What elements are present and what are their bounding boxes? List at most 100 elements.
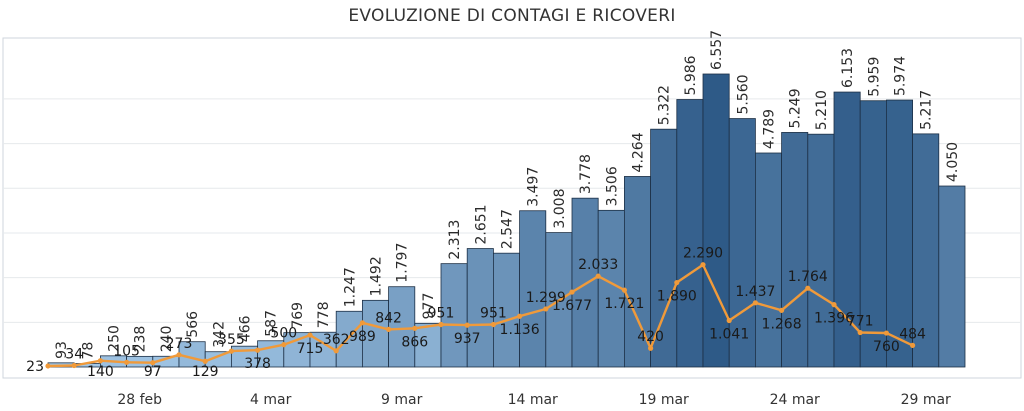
line-label: 760 <box>873 339 900 355</box>
line-label: 951 <box>480 306 507 322</box>
line-point <box>412 325 418 331</box>
line-label: 105 <box>113 343 140 359</box>
line-label: 355 <box>218 332 245 348</box>
line-point <box>595 273 601 279</box>
line-label: 140 <box>87 364 114 380</box>
bar <box>676 99 704 368</box>
bar <box>283 332 311 368</box>
bar <box>361 299 389 368</box>
line-label: 715 <box>297 341 324 357</box>
bar <box>466 248 494 368</box>
line-point <box>386 326 392 332</box>
line-label: 866 <box>401 334 428 350</box>
line-point <box>281 342 287 348</box>
line-point <box>779 307 785 313</box>
line-label: 23 <box>26 359 44 375</box>
bar-label: 2.313 <box>447 220 463 260</box>
x-tick-label: 14 mar <box>508 392 558 408</box>
line-point <box>883 330 890 336</box>
x-tick-label: 4 mar <box>250 392 292 408</box>
bar <box>519 210 547 368</box>
x-tick-label: 19 mar <box>639 392 689 408</box>
x-tick-label: 24 mar <box>770 392 820 408</box>
x-tick-label: 29 mar <box>901 392 951 408</box>
line-point <box>621 287 628 293</box>
line-point <box>202 358 208 364</box>
line-label: 1.677 <box>552 298 592 314</box>
bar-label: 5.217 <box>919 90 935 130</box>
line-point <box>97 358 103 364</box>
bar-label: 5.974 <box>893 56 909 96</box>
line-label: 1.268 <box>762 316 802 332</box>
bar-label: 240 <box>159 326 175 353</box>
line-point <box>359 320 365 326</box>
line-point <box>464 322 470 328</box>
x-tick-label: 28 feb <box>117 392 162 408</box>
bar-label: 5.249 <box>788 88 804 128</box>
x-axis: 28 feb 4 mar 9 mar 14 mar 19 mar 24 mar 29 mar <box>117 392 951 408</box>
bar-label: 6.557 <box>709 30 725 70</box>
bar-label: 78 <box>80 342 96 360</box>
bar-label: 778 <box>316 302 332 329</box>
bar <box>178 341 206 368</box>
bar-label: 3.506 <box>604 166 620 206</box>
line-point <box>805 285 811 291</box>
bar-label: 6.153 <box>840 48 856 88</box>
line-label: 842 <box>375 310 402 326</box>
line-label: 937 <box>454 331 481 347</box>
bar-label: 3.497 <box>526 167 542 207</box>
line-label: 989 <box>349 329 376 345</box>
line-label: 1.299 <box>526 290 566 306</box>
bar <box>571 197 599 368</box>
bar-label: 566 <box>185 311 201 338</box>
line-label: 362 <box>323 332 350 348</box>
bar-label: 250 <box>107 325 123 352</box>
line-label: 1.136 <box>500 322 540 338</box>
line-label: 1.890 <box>657 289 697 305</box>
bar-label: 977 <box>421 293 437 320</box>
bar <box>755 152 783 368</box>
bar-label: 1.492 <box>369 256 385 296</box>
line-label: 484 <box>899 326 926 342</box>
bar-label: 3.008 <box>552 188 568 228</box>
bar-label: 3.778 <box>578 154 594 194</box>
bar-label: 2.651 <box>473 204 489 244</box>
line-point-series <box>45 262 916 369</box>
line-label: 34 <box>65 346 83 362</box>
bar-label: 5.560 <box>735 74 751 114</box>
line-point <box>438 321 444 328</box>
line-point <box>517 313 523 319</box>
line-label: 2.033 <box>578 257 618 273</box>
bar-label: 93 <box>54 341 70 359</box>
line-point <box>176 352 182 358</box>
bar <box>807 133 835 368</box>
line-point <box>45 363 51 369</box>
line-point <box>543 306 549 312</box>
bar-label: 1.797 <box>395 243 411 283</box>
bar-label: 466 <box>238 315 254 342</box>
line-label: 97 <box>144 364 162 380</box>
line-point <box>752 300 759 306</box>
bar-label: 5.210 <box>814 90 830 130</box>
line-point <box>150 360 156 366</box>
line-label: 500 <box>270 326 297 342</box>
line-point <box>307 332 313 338</box>
line-point <box>228 348 234 354</box>
chart-title: EVOLUZIONE DI CONTAGI E RICOVERI <box>348 6 676 26</box>
bar <box>912 133 940 368</box>
bar-label: 587 <box>264 310 280 337</box>
bar-label: 5.986 <box>683 55 699 95</box>
line-point <box>674 279 680 286</box>
bar-label: 342 <box>211 321 227 348</box>
line-point <box>124 359 130 365</box>
line-series <box>47 263 914 368</box>
bar-label: 4.264 <box>631 132 647 172</box>
line-point <box>71 362 77 369</box>
bar <box>388 286 416 368</box>
line-point <box>700 262 706 268</box>
line-point <box>726 317 732 324</box>
line-label: 1.437 <box>735 284 775 300</box>
